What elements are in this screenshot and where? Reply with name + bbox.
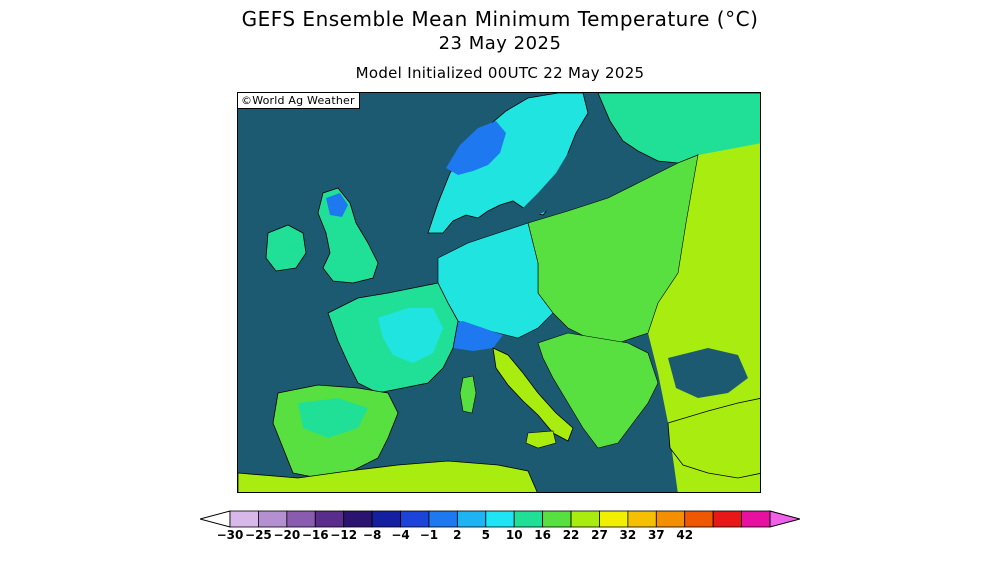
colorbar-tick-label: 10 — [505, 528, 523, 542]
colorbar-segment — [314, 510, 345, 528]
colorbar-segment — [371, 510, 401, 528]
colorbar-tick-label: −4 — [391, 528, 410, 542]
colorbar-segment — [599, 510, 629, 528]
sicily — [525, 430, 557, 449]
colorbar-segment — [570, 510, 600, 528]
colorbar-tick-label: −30 — [216, 528, 244, 542]
colorbar-tick-label: 32 — [619, 528, 637, 542]
colorbar-segment — [456, 510, 487, 528]
colorbar-segment — [741, 510, 771, 528]
colorbar-tick-label: 2 — [453, 528, 462, 542]
balkans-landmass — [537, 332, 659, 449]
colorbar-segment — [229, 510, 259, 528]
colorbar-tick-label: 16 — [534, 528, 551, 542]
colorbar-arrow-right — [769, 510, 800, 528]
colorbar-tick-label: −16 — [301, 528, 329, 542]
colorbar-segment — [684, 510, 714, 528]
colorbar-segment — [627, 510, 657, 528]
map-title: GEFS Ensemble Mean Minimum Temperature (… — [241, 7, 759, 31]
turkey-landmass — [667, 398, 760, 479]
colorbar-tick-label: 37 — [647, 528, 665, 542]
colorbar-tick-label: 42 — [676, 528, 694, 542]
italy-landmass — [492, 347, 574, 442]
colorbar-tick-label: 5 — [481, 528, 490, 542]
colorbar-tick-label: 27 — [591, 528, 608, 542]
colorbar-tick-label: −20 — [273, 528, 301, 542]
norway-cold-region — [446, 121, 506, 175]
colorbar-segment — [655, 510, 686, 528]
colorbar-segment — [513, 510, 544, 528]
colorbar-segment — [343, 510, 373, 528]
france-cool-patch — [378, 308, 443, 363]
scotland-cool-patch — [326, 193, 348, 217]
colorbar-segment — [542, 510, 572, 528]
colorbar-tick-label: −25 — [245, 528, 272, 542]
temperature-map: ©World Ag Weather — [237, 92, 761, 493]
colorbar-tick-label: −1 — [419, 528, 439, 542]
colorbar-segment — [400, 510, 430, 528]
ireland-landmass — [265, 224, 307, 272]
temperature-colorbar — [200, 510, 800, 528]
colorbar-segment — [428, 510, 458, 528]
colorbar-tick-label: 22 — [562, 528, 580, 542]
map-graphic — [238, 93, 760, 492]
colorbar-arrow-left — [200, 510, 231, 528]
sardinia-corsica — [459, 375, 477, 414]
colorbar-segment — [258, 510, 288, 528]
iberia-cool-patch — [298, 398, 368, 438]
colorbar-segment — [286, 510, 316, 528]
colorbar-tick-label: −12 — [330, 528, 358, 542]
colorbar-tick-label: −8 — [362, 528, 382, 542]
model-init-label: Model Initialized 00UTC 22 May 2025 — [355, 64, 645, 82]
baltic-sea — [518, 138, 598, 215]
north-africa-landmass — [238, 460, 538, 492]
alps-cold-region — [443, 321, 503, 351]
black-sea — [668, 348, 748, 398]
map-date: 23 May 2025 — [438, 33, 562, 54]
colorbar-segment — [485, 510, 515, 528]
colorbar-segment — [712, 510, 742, 528]
watermark-label: ©World Ag Weather — [238, 93, 360, 109]
